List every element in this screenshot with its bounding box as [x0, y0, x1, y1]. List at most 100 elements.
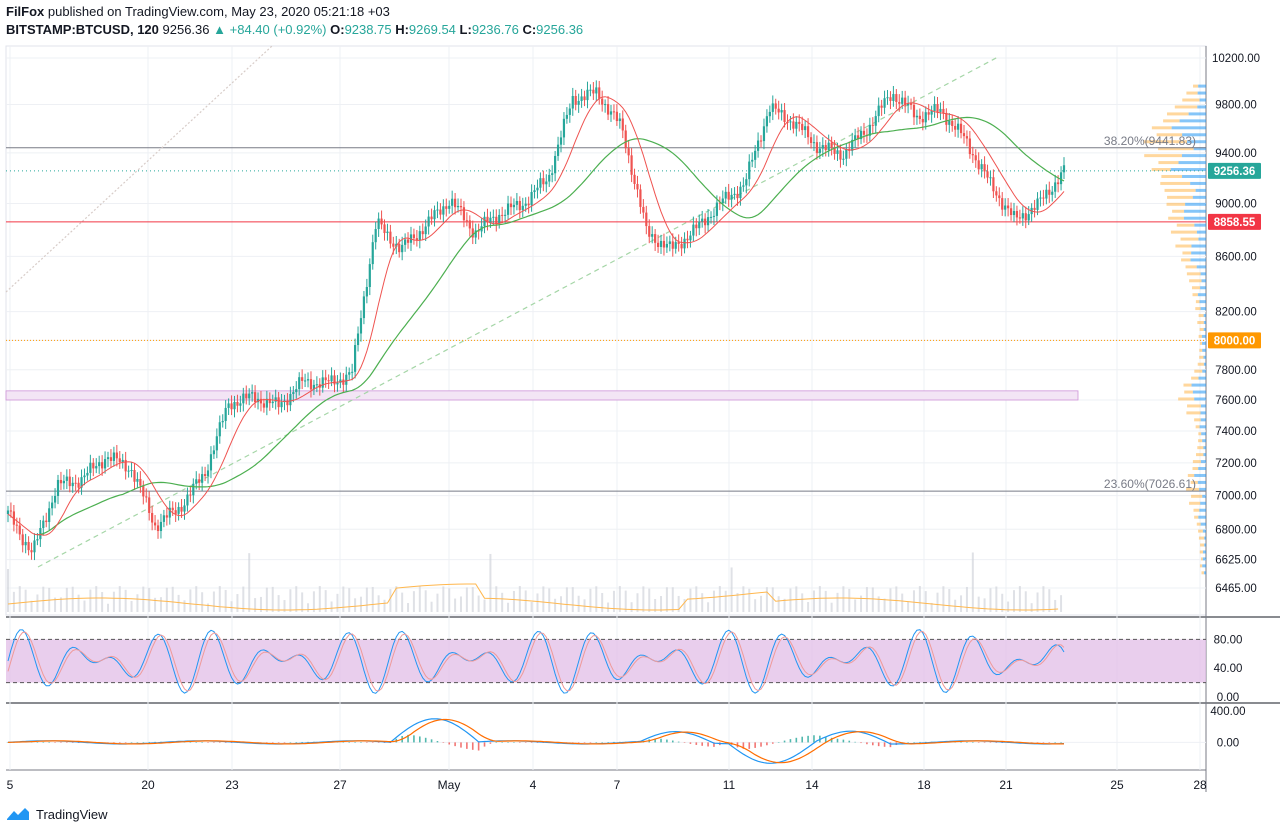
candle-body — [701, 218, 704, 222]
volume-bar — [977, 596, 980, 612]
macd-histogram-bar — [42, 742, 45, 743]
symbol-label[interactable]: BITSTAMP:BTCUSD, 120 — [6, 22, 159, 37]
volume-profile-bar — [1200, 501, 1206, 505]
volume-profile-bar — [1191, 244, 1206, 248]
candle-body — [639, 189, 642, 207]
candle-body — [162, 515, 165, 522]
volume-bar — [648, 588, 651, 612]
volume-profile-bar — [1197, 362, 1204, 366]
macd-histogram-bar — [483, 742, 486, 747]
candle-body — [1054, 182, 1057, 192]
candle-body — [901, 97, 904, 104]
volume-bar — [507, 602, 510, 612]
volume-bar — [201, 592, 204, 612]
candle-body — [153, 522, 157, 526]
volume-profile-bar — [1197, 91, 1206, 95]
macd-histogram-bar — [118, 742, 121, 743]
stoch-tick-label: 0.00 — [1217, 692, 1239, 704]
candle-body — [936, 103, 939, 112]
volume-bar — [783, 598, 786, 612]
candle-body — [706, 217, 710, 226]
macd-histogram-bar — [907, 742, 909, 743]
candle-body — [48, 508, 51, 523]
candle-body — [133, 470, 136, 482]
volume-bar — [801, 593, 804, 612]
macd-histogram-bar — [136, 742, 139, 743]
macd-histogram-bar — [289, 742, 292, 743]
candle-body — [465, 220, 468, 222]
candle-body — [18, 525, 21, 535]
candle-body — [365, 287, 368, 297]
candle-body — [630, 155, 633, 175]
volume-bar — [771, 587, 774, 612]
volume-profile-bar — [1197, 321, 1204, 325]
macd-histogram-bar — [66, 742, 68, 743]
candle-body — [251, 392, 254, 394]
x-tick-label: 28 — [1193, 778, 1207, 792]
y-tick-label: 9000.00 — [1215, 198, 1257, 210]
macd-histogram-bar — [595, 742, 598, 743]
candle-body — [1001, 198, 1004, 210]
volume-bar — [618, 586, 621, 612]
candle-body — [286, 400, 289, 406]
tradingview-footer[interactable]: TradingView — [6, 803, 108, 825]
volume-bar — [207, 603, 210, 612]
candle-body — [151, 512, 154, 523]
volume-bar — [154, 597, 157, 612]
macd-histogram-bar — [660, 738, 662, 743]
volume-bar — [577, 595, 580, 612]
volume-profile-bar — [1198, 432, 1202, 436]
candle-body — [527, 203, 530, 206]
candle-body — [186, 494, 189, 506]
volume-bar — [912, 590, 915, 612]
candle-body — [730, 194, 733, 200]
candle-body — [404, 239, 407, 245]
macd-histogram-bar — [71, 742, 74, 743]
open-label: O: — [330, 22, 345, 37]
volume-profile-bar — [1182, 174, 1206, 178]
low-value: 9236.76 — [471, 22, 519, 37]
fib-level-label: 38.20%(9441.83) — [1104, 134, 1196, 148]
macd-histogram-bar — [707, 742, 709, 747]
volume-profile-bar — [1193, 147, 1206, 151]
candle-body — [483, 216, 486, 227]
volume-bar — [448, 588, 451, 612]
candle-body — [586, 89, 589, 101]
candle-body — [21, 534, 24, 546]
candle-body — [665, 243, 668, 248]
macd-histogram-bar — [1060, 742, 1062, 743]
macd-histogram-bar — [142, 742, 145, 743]
candle-body — [895, 94, 898, 102]
ma-fast-line — [7, 96, 1065, 536]
volume-bar — [7, 569, 9, 612]
volume-bar — [12, 591, 15, 612]
candle-body — [392, 243, 395, 247]
candle-body — [62, 480, 65, 484]
volume-bar — [189, 589, 192, 612]
candle-body — [227, 403, 230, 408]
volume-bar — [1060, 595, 1063, 612]
macd-histogram-bar — [48, 742, 50, 743]
volume-profile-bar — [1193, 508, 1200, 512]
volume-bar — [83, 600, 86, 612]
macd-histogram-bar — [748, 742, 751, 749]
volume-profile-bar — [1203, 362, 1206, 366]
volume-bar — [36, 594, 39, 612]
volume-bar — [389, 589, 392, 612]
volume-profile-bar — [1202, 341, 1206, 345]
author-name[interactable]: FilFox — [6, 4, 45, 19]
volume-bar — [777, 596, 780, 612]
candle-body — [230, 403, 233, 410]
candle-body — [909, 103, 913, 105]
macd-histogram-bar — [495, 742, 498, 743]
candle-body — [801, 123, 804, 131]
volume-bar — [442, 586, 445, 612]
volume-profile-bar — [1201, 279, 1206, 283]
macd-histogram-bar — [471, 742, 474, 750]
macd-histogram-bar — [577, 742, 580, 743]
candle-body — [165, 515, 168, 518]
candle-body — [471, 228, 474, 238]
candle-body — [842, 158, 845, 160]
candle-body — [1057, 182, 1060, 185]
